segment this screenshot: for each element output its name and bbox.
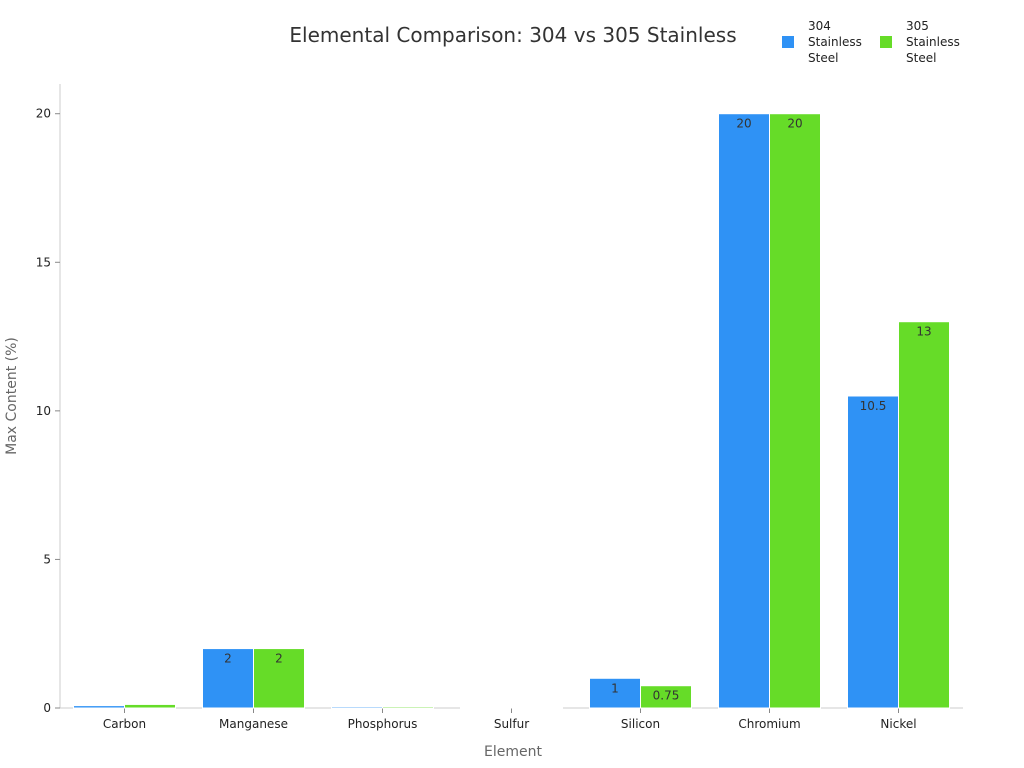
data-label: 10.5 (860, 399, 887, 413)
bar (460, 706, 512, 709)
x-tick-label: Chromium (738, 717, 800, 731)
bar (718, 113, 770, 709)
legend-item: 305 Stainless Steel (880, 19, 960, 65)
x-tick-label: Nickel (880, 717, 916, 731)
data-label: 2 (224, 652, 232, 666)
y-tick-label: 10 (36, 404, 51, 418)
legend-label: 304 (808, 19, 831, 33)
legend-item: 304 Stainless Steel (782, 19, 862, 65)
data-label: 20 (736, 117, 751, 131)
bar (331, 706, 383, 709)
data-label: 20 (787, 117, 802, 131)
legend-swatch (782, 36, 794, 48)
bar (898, 321, 950, 709)
x-tick-label: Sulfur (494, 717, 529, 731)
bar (253, 648, 305, 709)
x-tick-label: Silicon (621, 717, 660, 731)
y-tick-label: 0 (43, 701, 51, 715)
bar (847, 395, 899, 709)
y-tick-label: 15 (36, 255, 51, 269)
y-tick-label: 20 (36, 107, 51, 121)
bar (589, 677, 641, 709)
legend-label: Stainless (906, 35, 960, 49)
x-tick-label: Carbon (103, 717, 146, 731)
bar (769, 113, 821, 709)
bar (124, 703, 176, 709)
bar (640, 685, 692, 709)
legend-swatch (880, 36, 892, 48)
legend-label: Stainless (808, 35, 862, 49)
data-label: 13 (916, 325, 931, 339)
plot-area: 0 5 10 15 20 Carbon Manganese 2 2 Phosphorus Sulfu… (36, 84, 963, 731)
x-tick-label: Phosphorus (348, 717, 418, 731)
y-tick-label: 5 (43, 552, 51, 566)
bar (382, 706, 434, 709)
bar (511, 706, 563, 709)
legend: 304 Stainless Steel 305 Stainless Steel (782, 19, 960, 65)
data-label: 1 (611, 681, 619, 695)
legend-label: Steel (906, 51, 936, 65)
bar (73, 705, 125, 709)
legend-label: 305 (906, 19, 929, 33)
data-label: 0.75 (653, 689, 680, 703)
x-tick-label: Manganese (219, 717, 288, 731)
chart-title: Elemental Comparison: 304 vs 305 Stainle… (289, 23, 736, 47)
x-axis-title: Element (484, 744, 542, 760)
data-label: 2 (275, 652, 283, 666)
y-axis-title: Max Content (%) (4, 337, 20, 455)
legend-label: Steel (808, 51, 838, 65)
